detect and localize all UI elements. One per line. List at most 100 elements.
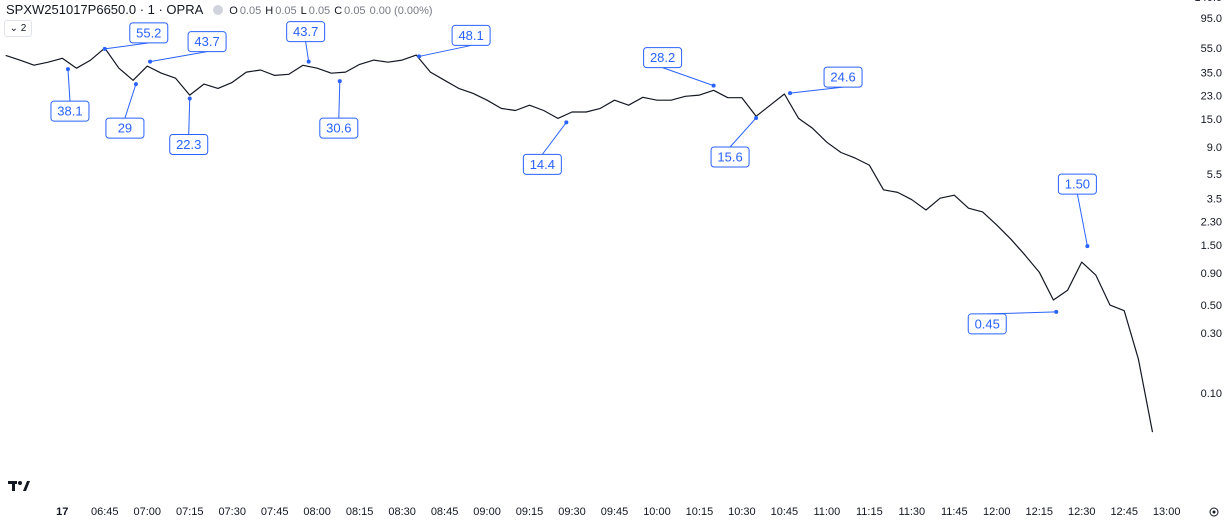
callout: 22.3: [169, 96, 209, 155]
ohlc-label: O: [229, 5, 238, 17]
callout-leader: [1076, 193, 1088, 247]
callout-label: 55.2: [136, 25, 161, 40]
callout-label: 28.2: [650, 50, 675, 65]
change-value: 0.00 (0.00%): [369, 5, 433, 17]
callout: 15.6: [710, 116, 759, 168]
x-tick-label: 17: [56, 506, 68, 518]
callout-leader: [149, 51, 208, 63]
callout-point: [1054, 309, 1059, 314]
y-tick-label: 55.0: [1201, 43, 1222, 55]
callout-label: 30.6: [326, 121, 351, 136]
x-tick-label: 08:00: [303, 506, 331, 518]
callout-point: [564, 120, 569, 125]
x-tick-label: 12:15: [1025, 506, 1053, 518]
y-tick-label: 0.90: [1201, 268, 1222, 280]
ohlc-label: C: [334, 5, 343, 17]
y-tick-label: 0.30: [1201, 328, 1222, 340]
callout-label: 43.7: [293, 24, 318, 39]
callout-box: [643, 47, 683, 69]
callout-point: [148, 59, 153, 64]
x-tick-label: 09:45: [601, 506, 629, 518]
x-tick-label: 09:00: [473, 506, 501, 518]
callout-point: [788, 91, 793, 96]
x-tick-label: 07:30: [218, 506, 246, 518]
callout-label: 1.50: [1065, 177, 1090, 192]
x-tick-label: 06:45: [91, 506, 119, 518]
ohlc-value: 0.05: [275, 5, 297, 17]
x-tick-label: 08:15: [346, 506, 374, 518]
x-tick-label: 11:45: [941, 506, 968, 518]
x-tick-label: 10:30: [728, 506, 756, 518]
callout-label: 43.7: [194, 34, 219, 49]
callout-leader: [67, 69, 71, 102]
callout-box: [967, 313, 1007, 335]
callout-box: [129, 22, 169, 44]
callout-box: [1057, 173, 1097, 195]
callout-box: [451, 24, 491, 46]
symbol-title: SPXW251017P6650.0 · 1 · OPRA: [6, 2, 204, 17]
ohlc-value: 0.05: [344, 5, 366, 17]
ohlc-label: L: [300, 5, 307, 17]
indicator-count: 2: [20, 23, 27, 34]
callout-point: [133, 82, 138, 87]
y-tick-label: 0.50: [1201, 300, 1222, 312]
callout: 1.50: [1057, 173, 1097, 249]
callout-label: 14.4: [530, 157, 555, 172]
y-tick-label: 5.5: [1207, 169, 1222, 181]
y-tick-label: 9.0: [1207, 142, 1222, 154]
callout-point: [711, 83, 716, 88]
callout: 29: [105, 82, 145, 139]
callout-box: [105, 117, 145, 139]
callout: 55.2: [102, 22, 169, 51]
y-tick-label: 0.10: [1201, 388, 1222, 400]
ohlc-label: H: [265, 5, 274, 17]
callout-box: [286, 21, 326, 43]
callout-label: 48.1: [458, 28, 483, 43]
callout: 48.1: [417, 24, 491, 59]
callout-point: [187, 96, 192, 101]
x-tick-label: 09:30: [558, 506, 586, 518]
status-dot: [213, 5, 224, 15]
callout-leader: [338, 81, 341, 119]
x-tick-label: 08:30: [388, 506, 416, 518]
callout-point: [102, 46, 107, 51]
callout: 28.2: [643, 47, 716, 88]
x-tick-label: 07:00: [133, 506, 161, 518]
indicator-toggle[interactable]: ⌄ 2: [4, 20, 32, 37]
ohlc-value: 0.05: [308, 5, 331, 17]
callout-leader: [124, 83, 137, 119]
settings-icon[interactable]: [1209, 507, 1219, 517]
x-tick-label: 12:30: [1068, 506, 1096, 518]
callout-label: 15.6: [717, 149, 742, 164]
callout-box: [187, 31, 227, 53]
y-tick-label: 1.50: [1201, 240, 1222, 252]
callout-leader: [418, 44, 472, 57]
callout: 0.45: [967, 309, 1059, 335]
callout-label: 0.45: [975, 316, 1000, 331]
x-tick-label: 10:45: [771, 506, 799, 518]
callout-box: [522, 153, 562, 175]
y-tick-label: 140.0: [1194, 0, 1222, 4]
callout-box: [710, 146, 750, 168]
logo: [8, 481, 30, 491]
callout-point: [65, 67, 70, 72]
x-tick-label: 12:00: [983, 506, 1011, 518]
callout-box: [169, 133, 209, 155]
y-tick-label: 2.30: [1201, 217, 1222, 229]
x-tick-label: 11:15: [856, 506, 883, 518]
callout-leader: [188, 98, 191, 135]
callout-point: [417, 54, 422, 59]
callout-leader: [662, 67, 714, 87]
callout-label: 24.6: [830, 70, 855, 85]
callout-label: 22.3: [176, 137, 201, 152]
ohlc-value: 0.05: [239, 5, 262, 17]
callout: 24.6: [788, 66, 863, 96]
legend-header: SPXW251017P6650.0 · 1 · OPRA O 0.05 H 0.05 L 0…: [6, 2, 437, 17]
callout: 30.6: [319, 79, 359, 139]
y-tick-label: 3.5: [1207, 194, 1222, 206]
callout: 43.7: [148, 31, 227, 64]
callout-point: [306, 59, 311, 64]
x-tick-label: 11:30: [898, 506, 925, 518]
x-tick-label: 11:00: [814, 506, 841, 518]
